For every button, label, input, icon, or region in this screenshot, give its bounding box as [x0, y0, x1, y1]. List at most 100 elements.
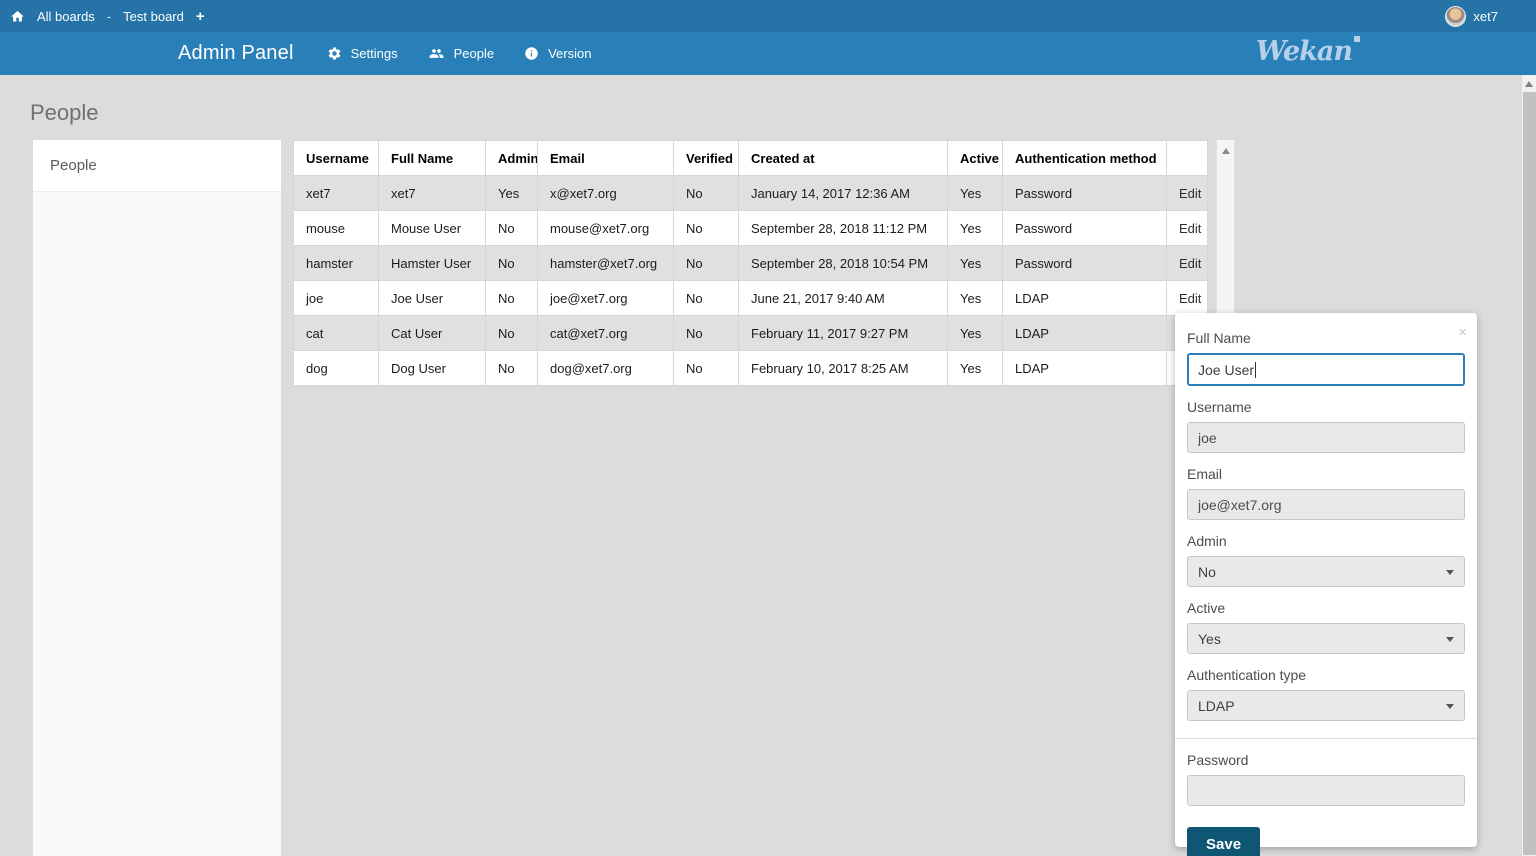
email-label: Email: [1187, 466, 1223, 482]
menu-item-settings[interactable]: Settings: [327, 46, 398, 61]
cell-created-at: January 14, 2017 12:36 AM: [738, 175, 948, 211]
scroll-up-icon[interactable]: [1222, 148, 1230, 154]
table-row: xet7 xet7 Yes x@xet7.org No January 14, …: [293, 175, 1208, 211]
table-row: cat Cat User No cat@xet7.org No February…: [293, 315, 1208, 351]
col-active: Active: [947, 140, 1003, 176]
cell-active: Yes: [947, 245, 1003, 281]
breadcrumb: All boards - Test board +: [10, 8, 205, 25]
breadcrumb-all-boards[interactable]: All boards: [37, 8, 95, 24]
cell-verified: No: [673, 245, 739, 281]
col-email: Email: [537, 140, 674, 176]
cell-full-name: Mouse User: [378, 210, 486, 246]
cell-created-at: February 11, 2017 9:27 PM: [738, 315, 948, 351]
cell-active: Yes: [947, 210, 1003, 246]
breadcrumb-board-name[interactable]: Test board: [123, 8, 184, 24]
cell-username: joe: [293, 280, 379, 316]
info-icon: [524, 46, 539, 61]
col-username: Username: [293, 140, 379, 176]
cell-auth-method: Password: [1002, 245, 1167, 281]
cell-email: dog@xet7.org: [537, 350, 674, 386]
text-cursor: [1255, 361, 1257, 378]
menu-item-version[interactable]: Version: [524, 46, 591, 61]
close-icon[interactable]: ×: [1458, 324, 1467, 341]
wekan-logo: Wekan: [1256, 36, 1360, 67]
logo-square-dot: [1354, 36, 1360, 42]
cell-full-name: xet7: [378, 175, 486, 211]
cell-username: cat: [293, 315, 379, 351]
cell-admin: No: [485, 315, 538, 351]
username-input: [1187, 422, 1465, 453]
active-select-value: Yes: [1198, 630, 1221, 647]
menu-item-label: People: [453, 46, 495, 61]
auth-type-select-value: LDAP: [1198, 697, 1235, 714]
edit-user-popup: × Full Name Joe User Username Email Admi…: [1175, 313, 1477, 856]
scrollbar-thumb[interactable]: [1523, 92, 1536, 855]
auth-type-select[interactable]: LDAP: [1187, 690, 1465, 721]
cell-username: hamster: [293, 245, 379, 281]
edit-user-button[interactable]: Edit: [1179, 290, 1202, 306]
cell-full-name: Dog User: [378, 350, 486, 386]
menu-item-people[interactable]: People: [428, 46, 494, 61]
add-board-button[interactable]: +: [195, 7, 205, 25]
people-table: Username Full Name Admin Email Verified …: [293, 140, 1208, 386]
cell-verified: No: [673, 280, 739, 316]
cell-verified: No: [673, 175, 739, 211]
table-row: joe Joe User No joe@xet7.org No June 21,…: [293, 280, 1208, 316]
cell-username: dog: [293, 350, 379, 386]
password-label: Password: [1187, 752, 1249, 768]
email-input: [1187, 489, 1465, 520]
cell-auth-method: LDAP: [1002, 315, 1167, 351]
col-auth-method: Authentication method: [1002, 140, 1167, 176]
user-name: xet7: [1473, 8, 1498, 24]
cell-verified: No: [673, 210, 739, 246]
full-name-input[interactable]: Joe User: [1187, 353, 1465, 386]
cell-email: x@xet7.org: [537, 175, 674, 211]
cell-admin: No: [485, 350, 538, 386]
auth-type-label: Authentication type: [1187, 667, 1307, 683]
cell-admin: No: [485, 245, 538, 281]
col-admin: Admin: [485, 140, 538, 176]
cell-created-at: September 28, 2018 10:54 PM: [738, 245, 948, 281]
active-label: Active: [1187, 600, 1226, 616]
cell-full-name: Joe User: [378, 280, 486, 316]
cell-auth-method: LDAP: [1002, 350, 1167, 386]
cell-created-at: February 10, 2017 8:25 AM: [738, 350, 948, 386]
table-header-row: Username Full Name Admin Email Verified …: [293, 140, 1208, 176]
menu-item-label: Settings: [350, 46, 398, 61]
table-row: dog Dog User No dog@xet7.org No February…: [293, 350, 1208, 386]
cell-email: mouse@xet7.org: [537, 210, 674, 246]
scroll-up-icon[interactable]: [1525, 81, 1533, 87]
cell-email: hamster@xet7.org: [537, 245, 674, 281]
people-icon: [428, 46, 445, 61]
admin-select[interactable]: No: [1187, 556, 1465, 587]
cell-verified: No: [673, 315, 739, 351]
sidebar: People: [33, 140, 281, 856]
user-menu[interactable]: xet7: [1445, 5, 1498, 27]
cell-active: Yes: [947, 350, 1003, 386]
user-avatar: [1445, 5, 1467, 27]
page-scrollbar[interactable]: [1521, 75, 1536, 856]
table-row: hamster Hamster User No hamster@xet7.org…: [293, 245, 1208, 281]
cell-full-name: Cat User: [378, 315, 486, 351]
password-input[interactable]: [1187, 775, 1465, 806]
edit-user-button[interactable]: Edit: [1179, 185, 1202, 201]
cell-username: xet7: [293, 175, 379, 211]
username-label: Username: [1187, 399, 1252, 415]
active-select[interactable]: Yes: [1187, 623, 1465, 654]
edit-user-button[interactable]: Edit: [1179, 255, 1202, 271]
menu-item-label: Version: [548, 46, 592, 61]
cell-active: Yes: [947, 280, 1003, 316]
edit-user-button[interactable]: Edit: [1179, 220, 1202, 236]
sidebar-item-people[interactable]: People: [33, 140, 281, 192]
table-row: mouse Mouse User No mouse@xet7.org No Se…: [293, 210, 1208, 246]
cell-created-at: June 21, 2017 9:40 AM: [738, 280, 948, 316]
cell-admin: Yes: [485, 175, 538, 211]
cell-created-at: September 28, 2018 11:12 PM: [738, 210, 948, 246]
popup-divider: [1175, 738, 1477, 739]
top-bar: All boards - Test board + xet7: [0, 0, 1536, 32]
admin-bar: Admin Panel Settings People Version: [0, 32, 1536, 75]
col-actions: [1166, 140, 1208, 176]
save-button[interactable]: Save: [1187, 827, 1261, 856]
home-icon[interactable]: [10, 9, 25, 24]
cell-admin: No: [485, 280, 538, 316]
